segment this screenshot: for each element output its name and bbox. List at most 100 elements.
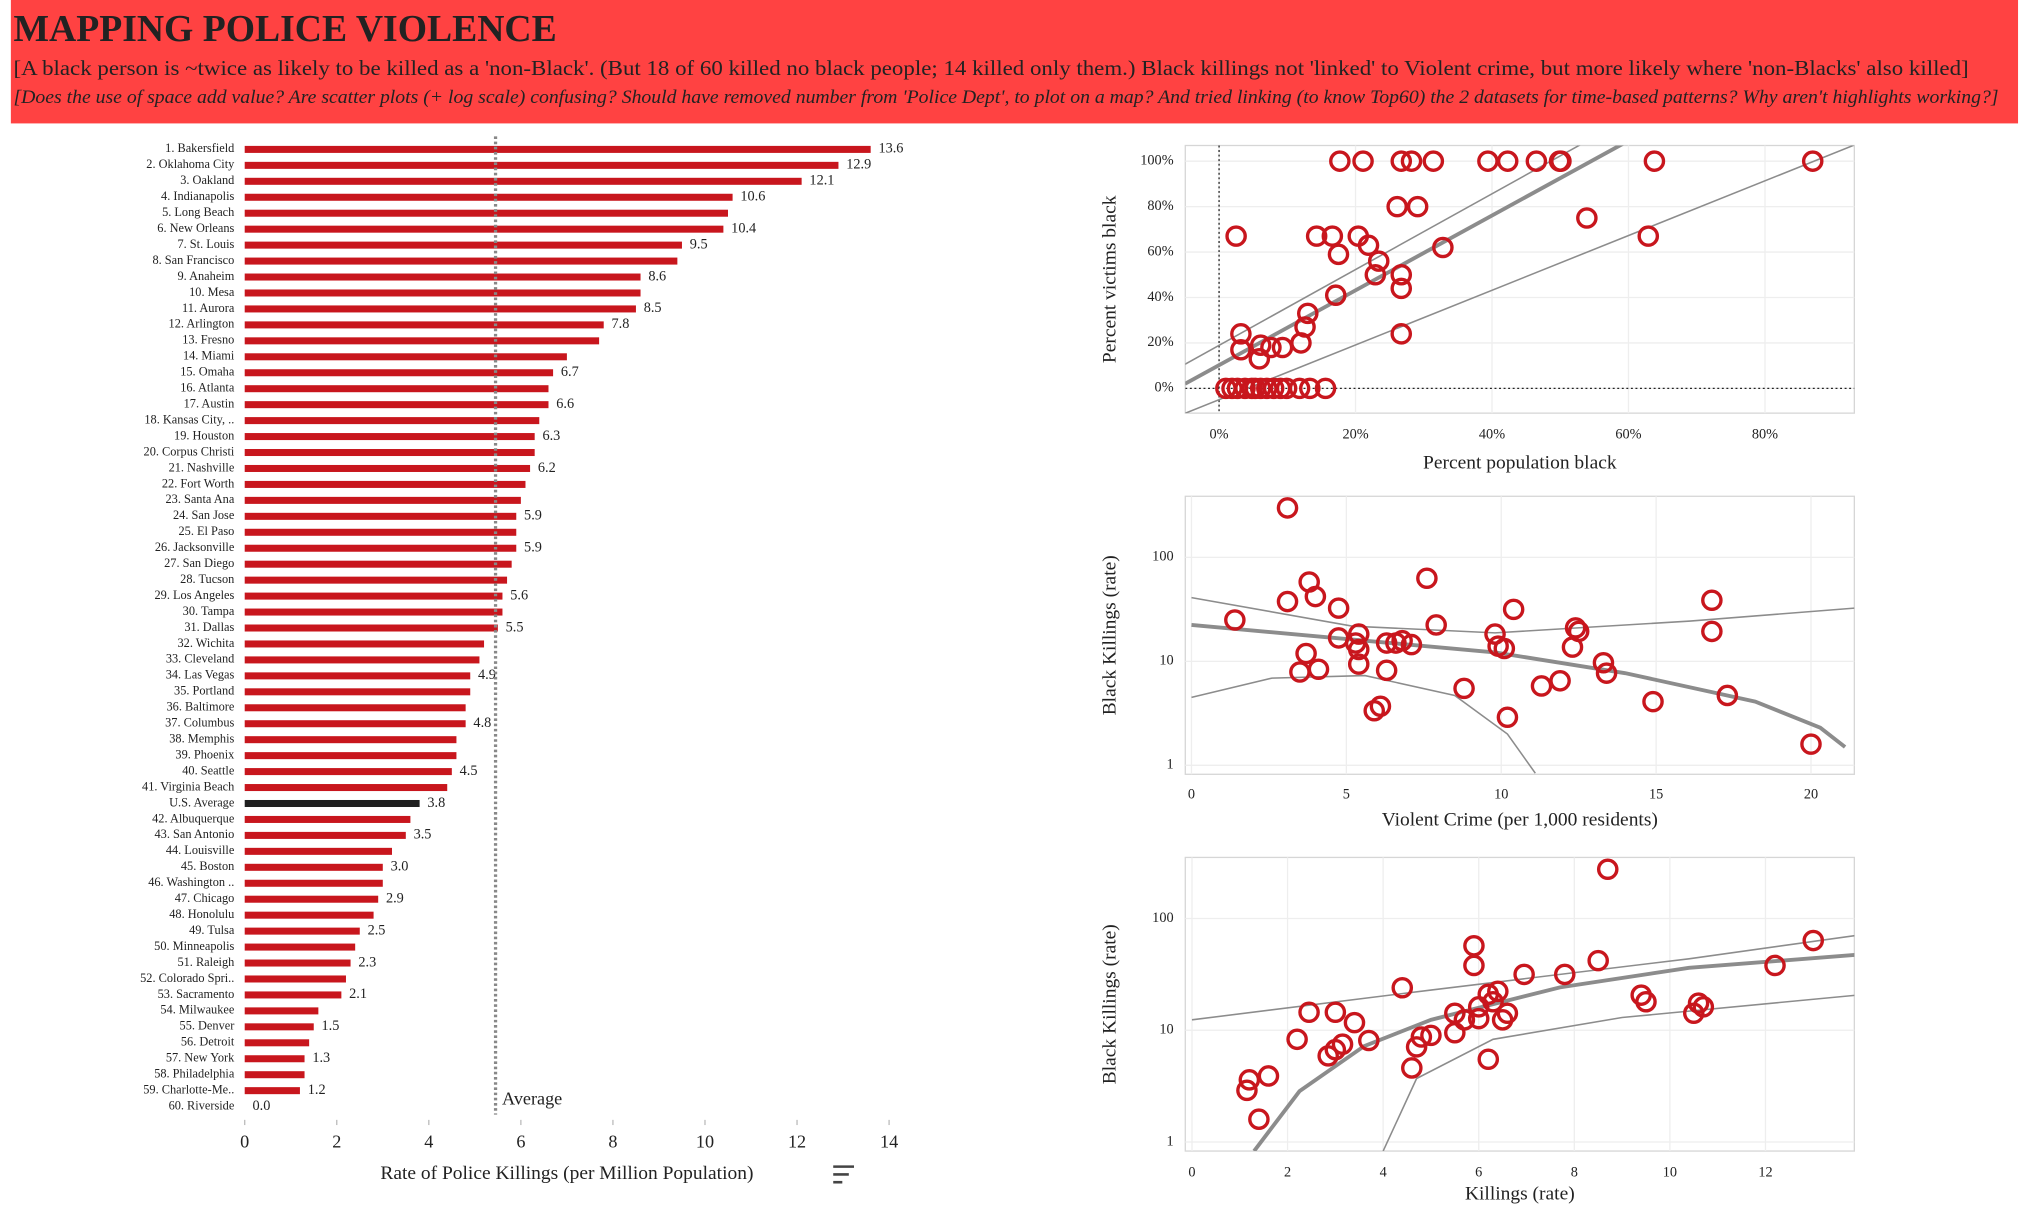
bar xyxy=(244,241,682,249)
value-label: 7.8 xyxy=(612,316,630,332)
category-label: 10. Mesa xyxy=(189,285,235,299)
bar xyxy=(244,353,567,361)
point xyxy=(1358,1029,1380,1052)
category-label: U.S. Average xyxy=(169,795,235,809)
point xyxy=(1530,675,1553,697)
category-label: 17. Austin xyxy=(184,396,235,410)
category-label: 8. San Francisco xyxy=(152,253,234,267)
category-label: 24. San Jose xyxy=(173,508,235,522)
x-tick-label: 60% xyxy=(1615,426,1641,442)
category-label: 43. San Antonio xyxy=(155,827,235,841)
x-tick-label: 0 xyxy=(1188,786,1195,802)
fit-line xyxy=(1191,934,1855,1021)
bar xyxy=(244,576,508,584)
point xyxy=(1390,263,1413,286)
category-label: 26. Jacksonville xyxy=(155,540,235,554)
point xyxy=(1801,150,1824,172)
point xyxy=(1324,284,1347,307)
category-label: 54. Milwaukee xyxy=(160,1003,234,1017)
point xyxy=(1271,336,1294,359)
point xyxy=(1375,659,1398,682)
y-tick-label: 80% xyxy=(1147,198,1173,214)
x-tick-label: 10 xyxy=(1663,1164,1677,1180)
point xyxy=(1327,243,1350,266)
fit-line xyxy=(1191,622,1847,749)
point xyxy=(1400,633,1423,656)
point xyxy=(1432,236,1454,259)
bar xyxy=(244,640,485,648)
y-tick-label: 100 xyxy=(1152,910,1173,926)
category-label: 9. Anaheim xyxy=(177,269,234,283)
category-label: 41. Virginia Beach xyxy=(142,779,234,793)
bar xyxy=(244,417,540,425)
x-tick-label: 12 xyxy=(788,1131,806,1151)
category-label: 46. Washington .. xyxy=(148,875,234,889)
point xyxy=(1592,651,1615,674)
point xyxy=(1324,1001,1347,1024)
x-axis-label: Percent population black xyxy=(1423,452,1617,473)
point xyxy=(1367,250,1390,272)
y-tick-label: 0% xyxy=(1155,380,1174,396)
bar xyxy=(244,656,480,664)
value-label: 6.6 xyxy=(556,396,574,412)
point xyxy=(1463,935,1485,957)
x-tick-label: 14 xyxy=(880,1131,898,1151)
category-label: 1. Bakersfield xyxy=(165,141,235,155)
sort-icon[interactable] xyxy=(833,1165,855,1184)
fit-line xyxy=(1382,994,1855,1152)
point xyxy=(1493,637,1516,660)
x-tick-label: 8 xyxy=(608,1131,617,1151)
fit-line xyxy=(1252,953,1855,1152)
point xyxy=(1305,225,1328,247)
average-label: Average xyxy=(502,1089,562,1109)
value-label: 13.6 xyxy=(878,141,903,157)
page-title: MAPPING POLICE VIOLENCE xyxy=(13,8,556,50)
x-tick-label: 12 xyxy=(1758,1164,1772,1180)
bar xyxy=(244,449,535,457)
category-label: 7. St. Louis xyxy=(177,237,234,251)
category-label: 31. Dallas xyxy=(184,620,234,634)
category-label: 32. Wichita xyxy=(178,636,235,650)
category-label: 56. Detroit xyxy=(181,1035,235,1049)
fit-line xyxy=(1185,145,1581,365)
bar xyxy=(244,991,342,999)
point xyxy=(1444,1021,1466,1044)
x-tick-label: 10 xyxy=(696,1131,714,1151)
category-label: 25. El Paso xyxy=(178,524,234,538)
point xyxy=(1550,150,1572,172)
bar xyxy=(244,672,471,680)
category-label: 55. Denver xyxy=(180,1019,235,1033)
value-label: 4.9 xyxy=(478,667,496,683)
bar xyxy=(244,544,517,552)
point xyxy=(1298,1001,1320,1024)
point xyxy=(1343,1011,1366,1034)
category-label: 51. Raleigh xyxy=(177,955,234,969)
category-label: 60. Riverside xyxy=(169,1098,235,1112)
bar xyxy=(244,401,549,409)
bar xyxy=(244,608,503,616)
bar xyxy=(244,704,466,712)
point xyxy=(1416,567,1438,590)
category-label: 19. Houston xyxy=(174,428,234,442)
x-tick-label: 0 xyxy=(1188,1164,1195,1180)
point xyxy=(1422,150,1445,172)
y-tick-label: 20% xyxy=(1147,334,1173,350)
value-label: 12.9 xyxy=(846,157,871,173)
point xyxy=(1307,658,1330,681)
x-tick-label: 0% xyxy=(1210,426,1229,442)
bar xyxy=(244,784,448,792)
point xyxy=(1286,1028,1308,1051)
bar xyxy=(244,512,517,520)
bar xyxy=(244,911,374,919)
bar xyxy=(244,321,604,329)
point xyxy=(1764,954,1786,977)
category-label: 57. New York xyxy=(166,1051,235,1065)
value-label: 5.5 xyxy=(506,619,524,635)
bar xyxy=(244,145,871,153)
bar xyxy=(244,161,839,169)
fit-line xyxy=(1185,145,1854,414)
category-label: 16. Atlanta xyxy=(180,381,235,395)
bar xyxy=(244,959,351,967)
category-label: 30. Tampa xyxy=(183,604,235,618)
x-axis-label: Rate of Police Killings (per Million Pop… xyxy=(380,1163,753,1184)
